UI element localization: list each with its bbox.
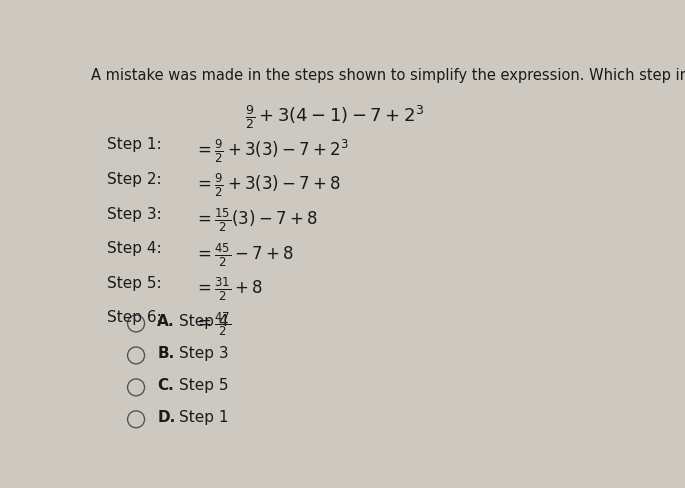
Text: $= \frac{31}{2} + 8$: $= \frac{31}{2} + 8$ <box>195 276 264 303</box>
Text: B.: B. <box>158 346 175 361</box>
Text: Step 1: Step 1 <box>179 410 228 425</box>
Text: Step 6:: Step 6: <box>107 310 171 325</box>
Text: C.: C. <box>158 378 174 393</box>
Text: Step 2:: Step 2: <box>107 172 171 187</box>
Text: $= \frac{15}{2}(3) - 7 + 8$: $= \frac{15}{2}(3) - 7 + 8$ <box>195 206 318 234</box>
Text: Step 1:: Step 1: <box>107 138 171 152</box>
Text: Step 4: Step 4 <box>179 314 228 329</box>
Text: Step 3:: Step 3: <box>107 206 171 222</box>
Text: $= \frac{9}{2} + 3(3) - 7 + 2^3$: $= \frac{9}{2} + 3(3) - 7 + 2^3$ <box>195 138 349 165</box>
Text: $= \frac{9}{2} + 3(3) - 7 + 8$: $= \frac{9}{2} + 3(3) - 7 + 8$ <box>195 172 342 200</box>
Text: $= \frac{45}{2} - 7 + 8$: $= \frac{45}{2} - 7 + 8$ <box>195 241 295 268</box>
Text: Step 3: Step 3 <box>179 346 228 361</box>
Text: $= \frac{47}{2}$: $= \frac{47}{2}$ <box>195 310 232 338</box>
Text: Step 5: Step 5 <box>179 378 228 393</box>
Text: Step 4:: Step 4: <box>107 241 171 256</box>
Text: A.: A. <box>158 314 175 329</box>
Text: $\frac{9}{2} + 3(4 - 1) - 7 + 2^3$: $\frac{9}{2} + 3(4 - 1) - 7 + 2^3$ <box>245 103 424 131</box>
Text: Step 5:: Step 5: <box>107 276 171 291</box>
Text: D.: D. <box>158 410 175 425</box>
Text: A mistake was made in the steps shown to simplify the expression. Which step inc: A mistake was made in the steps shown to… <box>91 68 685 83</box>
